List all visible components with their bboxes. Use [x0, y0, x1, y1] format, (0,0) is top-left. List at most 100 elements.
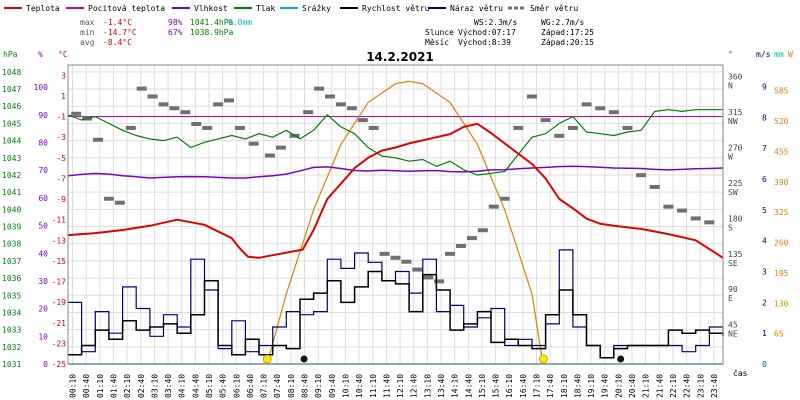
wind-direction-mark: [412, 267, 423, 272]
stat-max-press: 1041.4hPa: [190, 18, 234, 27]
stat-moonrise: Východ:8:39: [458, 38, 511, 47]
humidity-tick-label: 20: [38, 305, 48, 314]
direction-tick-label: 90: [728, 285, 738, 294]
wind-direction-mark: [224, 98, 235, 103]
wind-direction-mark: [147, 94, 158, 99]
pressure-line: [67, 109, 723, 176]
wind-direction-mark: [114, 200, 125, 205]
x-tick-label: 23:10: [696, 374, 705, 398]
pressure-tick-label: 1043: [2, 154, 21, 163]
x-tick-label: 17:10: [533, 374, 542, 398]
x-tick-label: 22:40: [683, 374, 692, 398]
solar-tick-label: 260: [774, 239, 789, 248]
temperature-line: [67, 122, 724, 259]
wind-direction-mark: [103, 196, 114, 201]
wind-direction-mark: [213, 102, 224, 107]
wind-direction-mark: [499, 196, 510, 201]
wind-direction-mark: [456, 243, 466, 248]
plot-border: [67, 64, 724, 365]
temperature-tick-label: 1: [61, 92, 66, 101]
pressure-tick-label: 1042: [2, 171, 21, 180]
temperature-tick-label: 3: [61, 71, 66, 80]
solar-tick-label: 325: [774, 208, 789, 217]
temperature-tick-label: -5: [56, 154, 66, 163]
stat-avg-label: avg: [80, 38, 95, 47]
x-tick-label: 02:10: [123, 374, 132, 398]
direction-tick-dir: E: [728, 294, 733, 303]
wind-direction-mark: [248, 141, 259, 146]
direction-tick-dir: S: [728, 223, 733, 232]
legend-label-wind-gust: Náraz větru: [450, 4, 503, 13]
pressure-tick-label: 1048: [2, 68, 21, 77]
stat-sunrise: Východ:07:17: [458, 28, 516, 37]
x-tick-label: 21:40: [655, 374, 664, 398]
wind-direction-mark: [677, 208, 688, 213]
x-tick-label: 11:40: [382, 374, 391, 398]
wind-direction-mark: [264, 153, 275, 158]
rain-unit-label: mm: [774, 50, 784, 59]
wind-direction-mark: [466, 236, 477, 241]
x-tick-label: 07:10: [260, 374, 269, 398]
direction-tick-label: 225: [728, 179, 743, 188]
x-tick-label: 10:40: [355, 374, 364, 398]
wind-direction-mark: [554, 133, 565, 138]
pressure-tick-label: 1037: [2, 257, 21, 266]
stat-moonset: Západ:20:15: [541, 38, 594, 47]
stat-max-temp: -1.4°C: [103, 18, 132, 27]
temperature-tick-label: -15: [52, 257, 67, 266]
x-tick-label: 06:10: [232, 374, 241, 398]
wind-direction-mark: [379, 251, 390, 256]
solar-unit-label: W: [788, 50, 793, 59]
stat-min-temp: -14.7°C: [103, 28, 137, 37]
x-tick-label: 19:40: [601, 374, 610, 398]
x-tick-label: 20:10: [614, 374, 623, 398]
x-tick-label: 09:40: [328, 374, 337, 398]
legend-label-wind-speed: Rychlost větru: [362, 4, 430, 13]
wind-direction-mark: [180, 110, 191, 115]
solar-tick-label: 130: [774, 299, 789, 308]
wind-tick-label: 5: [762, 206, 767, 215]
x-tick-label: 08:40: [301, 374, 310, 398]
wind-direction-mark: [357, 118, 368, 123]
x-tick-label: 15:40: [492, 374, 501, 398]
solar-tick-label: 455: [774, 147, 789, 156]
pressure-tick-label: 1040: [2, 205, 21, 214]
wind-direction-mark: [401, 259, 412, 264]
wind-direction-mark: [202, 125, 213, 130]
solar-line: [266, 80, 544, 365]
direction-tick-label: 135: [728, 250, 743, 259]
x-tick-label: 13:40: [437, 374, 446, 398]
temperature-tick-label: -3: [56, 133, 66, 142]
pressure-tick-label: 1044: [2, 137, 21, 146]
direction-tick-dir: SE: [728, 259, 738, 268]
x-tick-label: 13:10: [423, 374, 432, 398]
humidity-unit-label: %: [38, 50, 43, 59]
x-tick-label: 03:10: [150, 374, 159, 398]
wind-tick-label: 9: [762, 83, 767, 92]
x-tick-label: 12:40: [410, 374, 419, 398]
wind-direction-mark: [303, 110, 314, 115]
wind-direction-mark: [191, 122, 202, 127]
temperature-tick-label: -17: [52, 278, 67, 287]
x-tick-label: 03:40: [164, 374, 173, 398]
wind-direction-mark: [434, 279, 445, 284]
wind-direction-mark: [540, 118, 551, 123]
x-tick-label: 16:40: [519, 374, 528, 398]
wind-direction-mark: [390, 255, 401, 260]
x-tick-label: 01:10: [96, 374, 105, 398]
stat-min-press: 1038.9hPa: [190, 28, 234, 37]
x-tick-label: 20:40: [628, 374, 637, 398]
wind-direction-mark: [595, 106, 606, 111]
wind-direction-mark: [346, 106, 357, 111]
wind-direction-mark: [125, 125, 136, 130]
x-tick-label: 08:10: [287, 374, 296, 398]
temperature-tick-label: -11: [52, 216, 67, 225]
wind-direction-mark: [234, 125, 245, 130]
x-tick-label: 12:10: [396, 374, 405, 398]
wind-direction-mark: [136, 86, 147, 91]
humidity-tick-label: 50: [38, 222, 48, 231]
chart-title: 14.2.2021: [366, 50, 434, 64]
humidity-tick-label: 30: [38, 277, 48, 286]
temperature-tick-label: -13: [52, 236, 67, 245]
